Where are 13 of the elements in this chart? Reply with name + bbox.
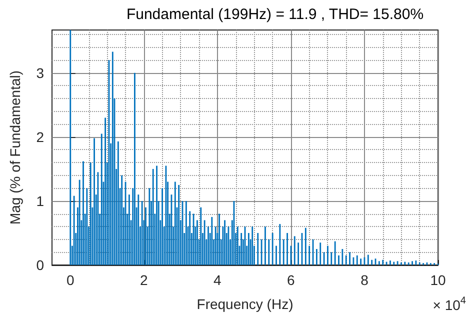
y-tick-label: 2 xyxy=(36,128,44,145)
y-tick-label: 3 xyxy=(36,64,44,81)
y-axis-title: Mag (% of Fundamental) xyxy=(7,70,23,225)
x-tick-label: 4 xyxy=(214,272,222,288)
x-tick-label: 6 xyxy=(287,272,296,288)
x-tick-label: 2 xyxy=(140,272,148,288)
y-tick-label: 1 xyxy=(36,192,44,209)
chart-title: Fundamental (199Hz) = 11.9 , THD= 15.80% xyxy=(126,6,424,23)
x-tick-label: 0 xyxy=(66,272,74,288)
x-tick-label: 10 xyxy=(430,272,446,288)
x-tick-label: 8 xyxy=(360,272,369,288)
y-tick-label: 0 xyxy=(36,257,44,273)
x-axis-title: Frequency (Hz) xyxy=(196,296,294,312)
